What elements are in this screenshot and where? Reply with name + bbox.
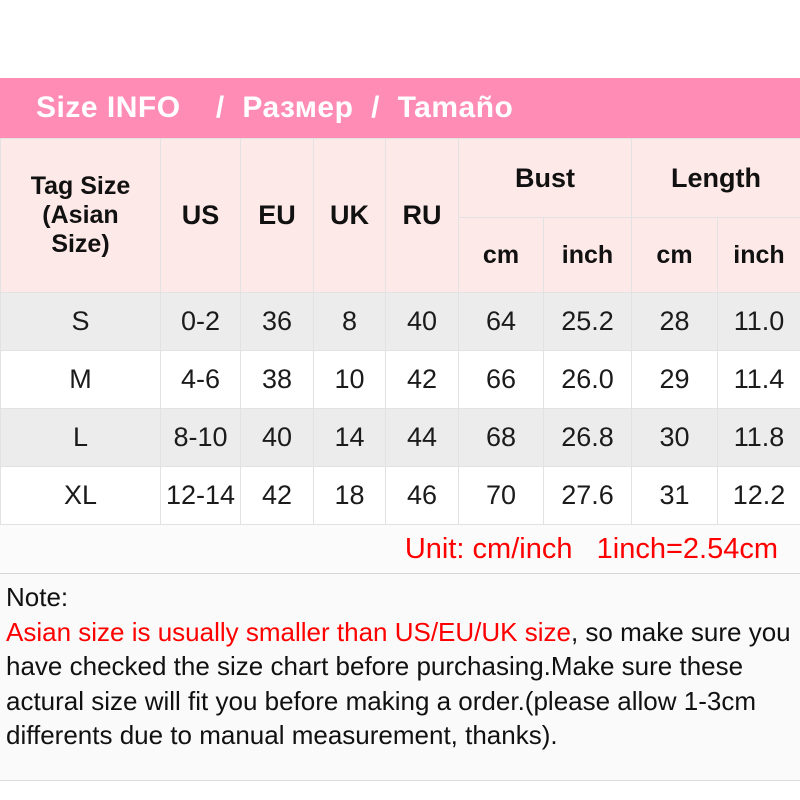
cell-us: 12-14 <box>160 466 241 525</box>
unit-text: Unit: cm/inch 1inch=2.54cm <box>404 532 778 565</box>
cell-uk: 10 <box>313 350 386 409</box>
unit-row: Unit: cm/inch 1inch=2.54cm <box>0 524 800 574</box>
cell-bust-inch: 26.8 <box>543 408 632 467</box>
note-block: Note: Asian size is usually smaller than… <box>0 574 800 781</box>
cell-length-inch: 12.2 <box>716 466 800 525</box>
note-text: Asian size is usually smaller than US/EU… <box>6 615 794 753</box>
cell-bust-inch: 27.6 <box>543 466 632 525</box>
header-uk: UK <box>313 138 386 293</box>
cell-bust-cm: 68 <box>458 408 544 467</box>
cell-bust-cm: 70 <box>458 466 544 525</box>
header-length-inch: inch <box>716 217 800 293</box>
cell-eu: 38 <box>240 350 314 409</box>
cell-length-cm: 28 <box>631 292 718 351</box>
cell-tag: S <box>0 292 161 351</box>
cell-bust-cm: 64 <box>458 292 544 351</box>
cell-ru: 42 <box>385 350 459 409</box>
cell-us: 4-6 <box>160 350 241 409</box>
header-length: Length <box>630 138 800 218</box>
cell-eu: 42 <box>240 466 314 525</box>
cell-uk: 18 <box>313 466 386 525</box>
cell-length-inch: 11.4 <box>716 350 800 409</box>
header-bust-cm: cm <box>458 217 544 293</box>
table-row: S 0-2 36 8 40 64 25.2 28 11.0 <box>0 292 800 351</box>
cell-eu: 36 <box>240 292 314 351</box>
cell-ru: 46 <box>385 466 459 525</box>
table-row: M 4-6 38 10 42 66 26.0 29 11.4 <box>0 350 800 409</box>
cell-us: 0-2 <box>160 292 241 351</box>
header-length-cm: cm <box>631 217 718 293</box>
cell-ru: 40 <box>385 292 459 351</box>
table-header-row-1: Tag Size (Asian Size) US EU UK RU Bust L… <box>0 138 800 293</box>
cell-tag: M <box>0 350 161 409</box>
cell-eu: 40 <box>240 408 314 467</box>
header-eu: EU <box>240 138 314 293</box>
cell-length-inch: 11.0 <box>716 292 800 351</box>
size-table: Tag Size (Asian Size) US EU UK RU Bust L… <box>0 138 800 525</box>
table-row: L 8-10 40 14 44 68 26.8 30 11.8 <box>0 408 800 467</box>
note-rest-text: , so make sure you have checked the size… <box>6 616 791 751</box>
cell-bust-inch: 25.2 <box>543 292 632 351</box>
header-ru: RU <box>385 138 459 293</box>
banner-title: Size INFO / Размер / Tamaño <box>36 91 514 124</box>
table-header-row-2: cm inch cm inch <box>1 217 800 293</box>
cell-length-inch: 11.8 <box>716 408 800 467</box>
cell-uk: 8 <box>313 292 386 351</box>
cell-bust-cm: 66 <box>458 350 544 409</box>
header-us: US <box>160 138 241 293</box>
cell-length-cm: 30 <box>631 408 718 467</box>
header-bust-inch: inch <box>543 217 632 293</box>
note-label: Note: <box>6 582 69 612</box>
cell-us: 8-10 <box>160 408 241 467</box>
cell-length-cm: 29 <box>631 350 718 409</box>
cell-length-cm: 31 <box>631 466 718 525</box>
cell-tag: XL <box>0 466 161 525</box>
cell-ru: 44 <box>385 408 459 467</box>
header-tag-size: Tag Size (Asian Size) <box>0 138 161 293</box>
cell-bust-inch: 26.0 <box>543 350 632 409</box>
cell-tag: L <box>0 408 161 467</box>
note-red-text: Asian size is usually smaller than US/EU… <box>6 616 571 647</box>
table-row: XL 12-14 42 18 46 70 27.6 31 12.2 <box>0 466 800 525</box>
header-bust: Bust <box>458 138 632 218</box>
size-info-banner: Size INFO / Размер / Tamaño <box>0 78 800 138</box>
cell-uk: 14 <box>313 408 386 467</box>
